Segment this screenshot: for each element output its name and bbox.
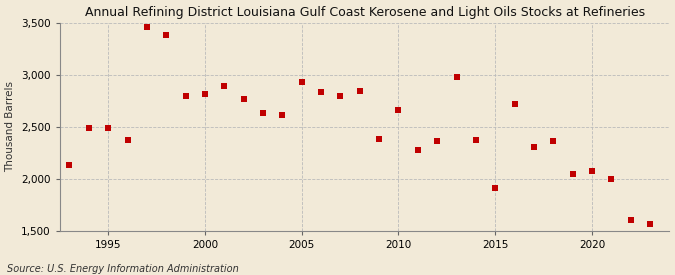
Y-axis label: Thousand Barrels: Thousand Barrels <box>5 81 16 172</box>
Point <box>200 92 211 97</box>
Point <box>374 137 385 142</box>
Point <box>103 126 113 130</box>
Point <box>64 163 75 168</box>
Point <box>296 80 307 84</box>
Point <box>529 144 539 149</box>
Point <box>180 93 191 98</box>
Point <box>645 222 655 226</box>
Point <box>548 139 559 144</box>
Point <box>393 108 404 112</box>
Point <box>470 138 481 143</box>
Point <box>432 139 443 144</box>
Point <box>490 186 501 191</box>
Point <box>335 93 346 98</box>
Point <box>316 90 327 95</box>
Point <box>238 97 249 101</box>
Title: Annual Refining District Louisiana Gulf Coast Kerosene and Light Oils Stocks at : Annual Refining District Louisiana Gulf … <box>84 6 645 18</box>
Point <box>625 218 636 222</box>
Text: Source: U.S. Energy Information Administration: Source: U.S. Energy Information Administ… <box>7 264 238 274</box>
Point <box>277 113 288 117</box>
Point <box>219 84 230 88</box>
Point <box>161 33 171 37</box>
Point <box>258 111 269 116</box>
Point <box>354 89 365 94</box>
Point <box>606 177 617 181</box>
Point <box>509 102 520 106</box>
Point <box>567 172 578 176</box>
Point <box>122 138 133 143</box>
Point <box>84 126 95 130</box>
Point <box>142 24 153 29</box>
Point <box>412 148 423 152</box>
Point <box>451 75 462 79</box>
Point <box>587 169 597 173</box>
